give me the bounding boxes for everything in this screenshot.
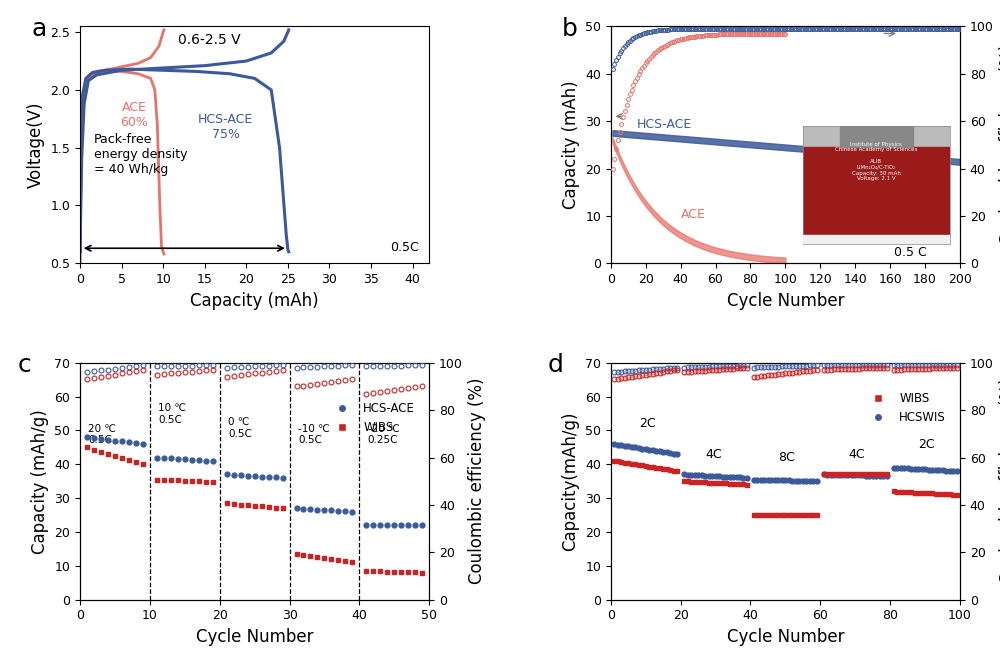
Text: 4C: 4C [848, 448, 865, 461]
Text: 8C: 8C [778, 451, 795, 465]
Y-axis label: Capacity (mAh/g): Capacity (mAh/g) [31, 409, 49, 554]
Y-axis label: Capacity (mAh): Capacity (mAh) [562, 80, 580, 209]
Text: b: b [562, 17, 578, 41]
X-axis label: Cycle Number: Cycle Number [727, 291, 844, 310]
Text: 78%: 78% [883, 147, 911, 159]
X-axis label: Capacity (mAh): Capacity (mAh) [190, 291, 319, 310]
Text: d: d [548, 353, 564, 378]
Text: ACE
60%: ACE 60% [120, 101, 148, 129]
Text: 0 ℃
0.5C: 0 ℃ 0.5C [228, 417, 252, 438]
Text: 10 ℃
0.5C: 10 ℃ 0.5C [158, 403, 186, 425]
Legend: WIBS, HCSWIS: WIBS, HCSWIS [861, 387, 951, 429]
Text: Pack-free
energy density
= 40 Wh/kg: Pack-free energy density = 40 Wh/kg [94, 133, 187, 176]
Text: c: c [17, 353, 31, 378]
Y-axis label: Voltage(V): Voltage(V) [27, 101, 45, 188]
Legend: HCS-ACE, WIBS: HCS-ACE, WIBS [325, 397, 420, 438]
Text: 0.5 C: 0.5 C [894, 246, 926, 259]
Text: HCS-ACE: HCS-ACE [637, 118, 692, 131]
Text: a: a [31, 17, 46, 41]
Text: 2C: 2C [918, 438, 935, 451]
X-axis label: Cycle Number: Cycle Number [196, 628, 313, 646]
Text: 4C: 4C [705, 448, 722, 461]
Text: -10 ℃
0.5C: -10 ℃ 0.5C [298, 424, 330, 445]
Text: ACE: ACE [681, 208, 706, 221]
Text: 2C: 2C [639, 417, 655, 430]
Text: 20 ℃
0.5C: 20 ℃ 0.5C [88, 424, 116, 445]
Text: 0.6-2.5 V: 0.6-2.5 V [178, 34, 240, 47]
Text: HCS-ACE
75%: HCS-ACE 75% [198, 113, 253, 141]
Text: 0.5C: 0.5C [390, 241, 419, 254]
X-axis label: Cycle Number: Cycle Number [727, 628, 844, 646]
Text: -20 ℃
0.25C: -20 ℃ 0.25C [368, 424, 399, 445]
Y-axis label: Capacity(mAh/g): Capacity(mAh/g) [562, 411, 580, 551]
Y-axis label: Coulombic efficiency (%): Coulombic efficiency (%) [468, 378, 486, 585]
